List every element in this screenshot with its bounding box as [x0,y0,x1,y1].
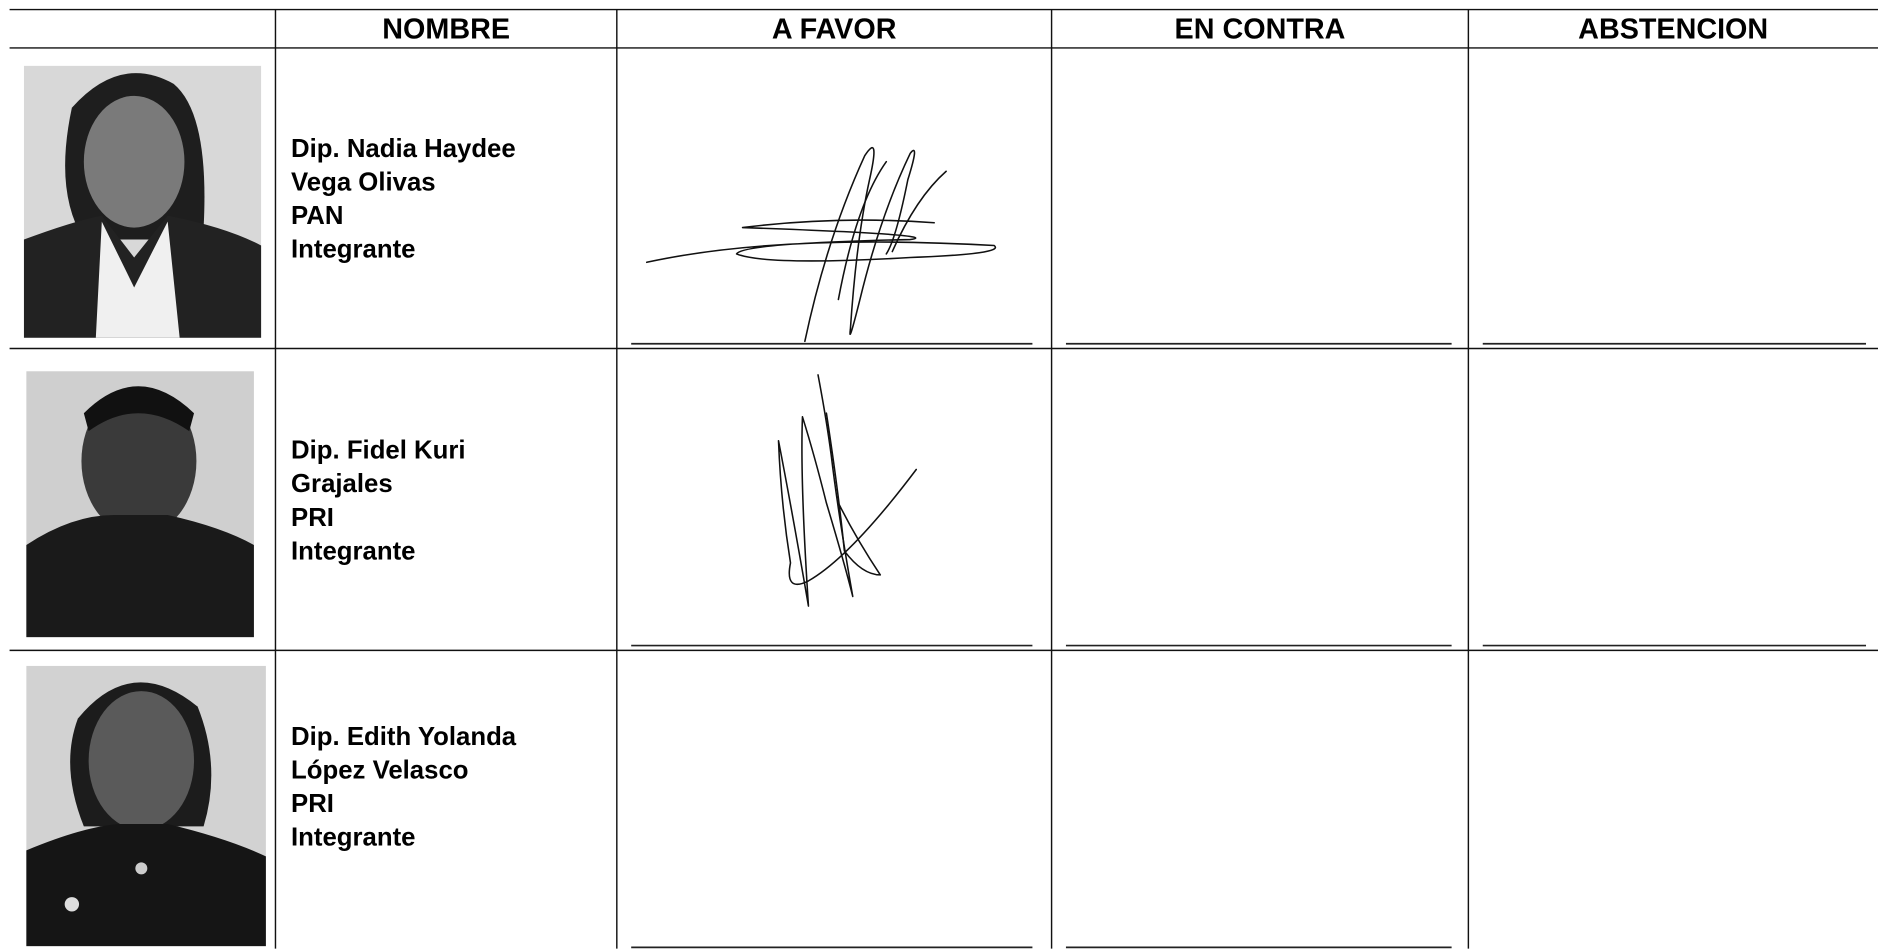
member-name-line: PRI [291,790,334,818]
column-header: NOMBRE [382,13,510,45]
signature-lines [631,342,1867,949]
table-grid [9,8,1878,949]
member-name-line: Vega Olivas [291,168,436,196]
member-name-line: Grajales [291,470,393,498]
member-name-line: Integrante [291,824,415,852]
table-layout: NOMBRE A FAVOR EN CONTRA ABSTENCION Dip. Nad… [9,8,1878,949]
member-name-line: PRI [291,504,334,532]
photo [26,665,266,947]
column-header: A FAVOR [772,13,897,45]
member-name-line: Dip. Nadia Haydee [291,135,516,163]
member-name-line: PAN [291,202,343,230]
member-name-line: Integrante [291,236,415,264]
photo [26,371,254,638]
signature [777,374,918,607]
member-name-line: Dip. Edith Yolanda [291,723,517,751]
signature [645,147,997,343]
member-name-line: López Velasco [291,757,468,785]
column-header: EN CONTRA [1175,13,1346,45]
photo [23,65,262,338]
member-name-line: Dip. Fidel Kuri [291,437,466,465]
column-header: ABSTENCION [1578,13,1768,45]
member-name-line: Integrante [291,537,415,565]
